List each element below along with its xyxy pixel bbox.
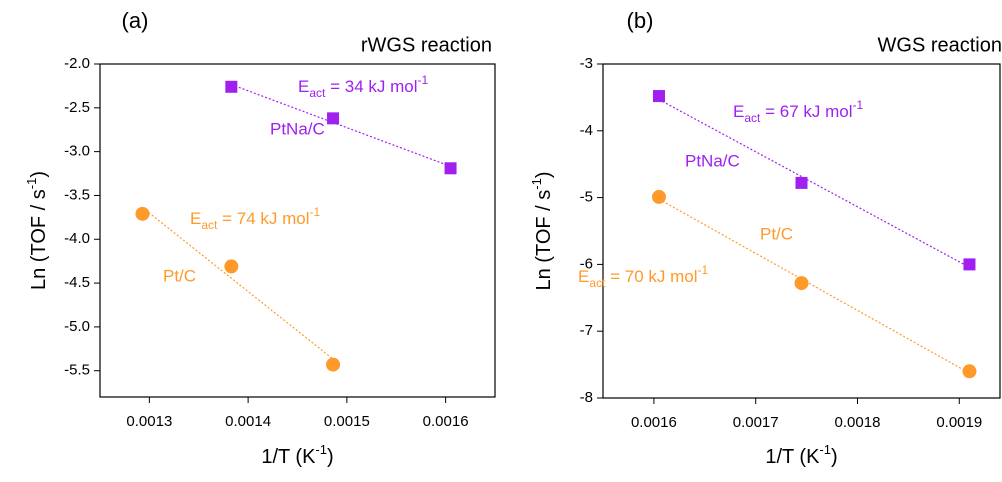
x-tick-label: 0.0017 (733, 414, 779, 431)
plot-frame (99, 63, 496, 398)
subscript: act (201, 218, 218, 232)
marker (962, 364, 977, 379)
series-label: PtNa/C (685, 151, 740, 170)
chart-title: WGS reaction (878, 34, 1002, 56)
x-tick-label: 0.0019 (936, 414, 982, 431)
superscript: -1 (315, 442, 327, 457)
y-tick-label: -7 (580, 322, 593, 339)
series-label: PtNa/C (270, 119, 325, 138)
subscript: act (744, 111, 761, 125)
annotation: Eact = 67 kJ mol-1 (733, 98, 863, 125)
panel-label: (b) (627, 8, 654, 33)
marker (444, 162, 457, 175)
label-text: ) (327, 446, 334, 468)
x-tick-label: 0.0016 (423, 413, 469, 430)
marker (327, 112, 340, 125)
plot-frame (602, 63, 1001, 399)
marker (795, 176, 808, 189)
x-axis-label: 1/T (K-1) (765, 442, 837, 468)
x-tick-label: 0.0015 (324, 413, 370, 430)
panel: (a) rWGS reaction -2.0 -2.5 -3.0 -3.5 -4.0 -4.5… (24, 8, 496, 468)
label-text: Ln (TOF / s (533, 190, 555, 291)
x-tick-label: 0.0016 (631, 414, 677, 431)
annotation-text: = 74 kJ mol (217, 209, 309, 228)
fit-line (658, 198, 970, 374)
y-tick-label: -8 (580, 389, 593, 406)
y-tick-label: -4.0 (64, 230, 90, 247)
annotation-text: = 67 kJ mol (760, 102, 852, 121)
annotation: Eact = 70 kJ mol-1 (578, 263, 708, 290)
annotation-text: E (298, 77, 309, 96)
y-tick-label: -2.0 (64, 55, 90, 72)
superscript: -1 (697, 263, 708, 277)
subscript: act (309, 86, 326, 100)
panel: (b) WGS reaction -3 -4 -5 -6 -7 -8 0.0016 0.0017 0… (529, 8, 1002, 468)
superscript: -1 (24, 178, 39, 190)
superscript: -1 (529, 178, 544, 190)
label-text: Ln (TOF / s (28, 189, 50, 290)
y-tick-label: -5.5 (64, 362, 90, 379)
fit-line (658, 98, 970, 268)
subscript: act (589, 276, 606, 290)
fit-line (142, 207, 334, 360)
x-axis-label: 1/T (K-1) (261, 442, 333, 468)
x-tick-label: 0.0018 (835, 414, 881, 431)
label-text: ) (831, 446, 838, 468)
marker (225, 80, 238, 93)
y-tick-label: -4 (580, 122, 593, 139)
superscript: -1 (819, 442, 831, 457)
chart-title: rWGS reaction (361, 34, 492, 56)
annotation-text: E (733, 102, 744, 121)
y-tick-label: -4.5 (64, 274, 90, 291)
y-axis-label: Ln (TOF / s-1) (24, 171, 50, 290)
marker (652, 90, 665, 103)
annotation-text: E (190, 209, 201, 228)
series-label: Pt/C (163, 266, 196, 285)
label-text: 1/T (K (765, 446, 820, 468)
series-label: Pt/C (760, 224, 793, 243)
superscript: -1 (852, 98, 863, 112)
y-tick-label: -2.5 (64, 99, 90, 116)
y-tick-label: -3.0 (64, 143, 90, 160)
label-text: ) (28, 171, 50, 178)
x-tick-label: 0.0014 (225, 413, 271, 430)
superscript: -1 (309, 205, 320, 219)
marker (963, 258, 976, 271)
superscript: -1 (417, 73, 428, 87)
annotation: Eact = 74 kJ mol-1 (190, 205, 320, 232)
y-tick-label: -3 (580, 55, 593, 72)
fit-line (231, 83, 451, 167)
y-tick-label: -6 (580, 255, 593, 272)
marker (651, 189, 666, 204)
marker (794, 276, 809, 291)
annotation: Eact = 34 kJ mol-1 (298, 73, 428, 100)
y-tick-label: -3.5 (64, 186, 90, 203)
label-text: ) (533, 172, 555, 179)
annotation-text: E (578, 267, 589, 286)
y-tick-label: -5 (580, 189, 593, 206)
y-tick-label: -5.0 (64, 318, 90, 335)
panel-label: (a) (122, 8, 149, 33)
marker (135, 206, 150, 221)
x-tick-label: 0.0013 (126, 413, 172, 430)
annotation-text: = 70 kJ mol (605, 267, 697, 286)
y-axis-label: Ln (TOF / s-1) (529, 172, 555, 291)
marker (326, 357, 341, 372)
marker (224, 259, 239, 274)
label-text: 1/T (K (261, 446, 316, 468)
annotation-text: = 34 kJ mol (325, 77, 417, 96)
